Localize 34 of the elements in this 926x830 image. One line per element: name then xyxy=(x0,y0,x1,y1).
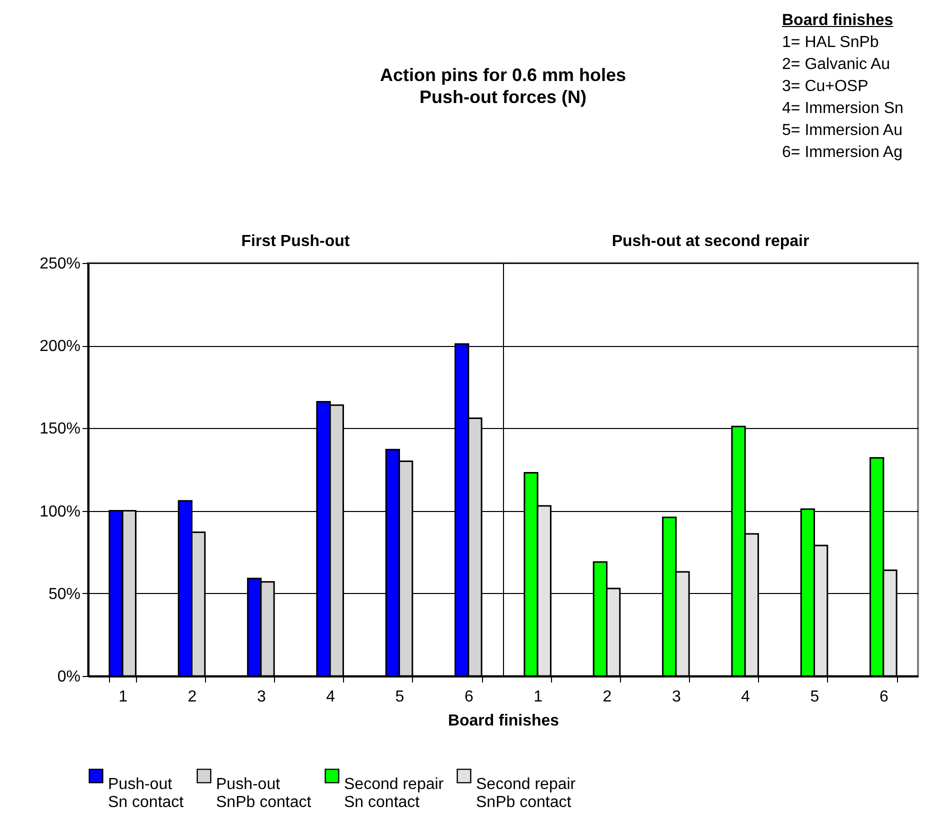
legend-label: Second repair Sn contact xyxy=(344,776,444,811)
x-tick-label: 2 xyxy=(602,688,612,706)
legend-label: Second repair SnPb contact xyxy=(476,776,576,811)
text: 3= Cu+OSP xyxy=(782,77,870,97)
y-tick-label: 250% xyxy=(40,256,80,272)
x-tick-label: 4 xyxy=(741,688,750,706)
chart-subtitle: Push-out forces (N) xyxy=(419,87,587,107)
y-tick-label: 0% xyxy=(57,668,80,686)
text: 4= Immersion Sn xyxy=(782,99,904,119)
x-tick-label: 3 xyxy=(256,688,266,706)
text: 6= Immersion Ag xyxy=(782,143,904,163)
legend-label: Push-out SnPb contact xyxy=(216,776,312,811)
y-tick-label: 50% xyxy=(48,586,80,603)
x-tick-label: 1 xyxy=(534,688,543,706)
text: First Push-out xyxy=(241,233,350,251)
x-tick-label: 3 xyxy=(672,688,681,706)
x-tick-label: 4 xyxy=(326,688,336,706)
x-tick-label: 2 xyxy=(188,688,197,706)
legend-label: Push-out Sn contact xyxy=(108,776,184,811)
y-tick-label: 200% xyxy=(40,338,80,356)
chart-title: Action pins for 0.6 mm holes xyxy=(380,65,626,85)
y-tick-label: 150% xyxy=(40,420,80,438)
x-axis-title: Board finishes xyxy=(448,712,560,730)
x-tick-label: 5 xyxy=(810,688,820,706)
y-tick-label: 100% xyxy=(40,503,80,520)
text: 5= Immersion Au xyxy=(782,121,904,141)
text: Push-out at second repair xyxy=(612,233,810,251)
x-tick-label: 6 xyxy=(879,688,888,706)
text: 2= Galvanic Au xyxy=(782,55,892,75)
text: Board finishes xyxy=(782,11,894,31)
x-tick-label: 6 xyxy=(464,688,474,706)
x-tick-label: 1 xyxy=(118,688,128,706)
x-tick-label: 5 xyxy=(395,688,404,706)
text: 1= HAL SnPb xyxy=(782,33,880,53)
